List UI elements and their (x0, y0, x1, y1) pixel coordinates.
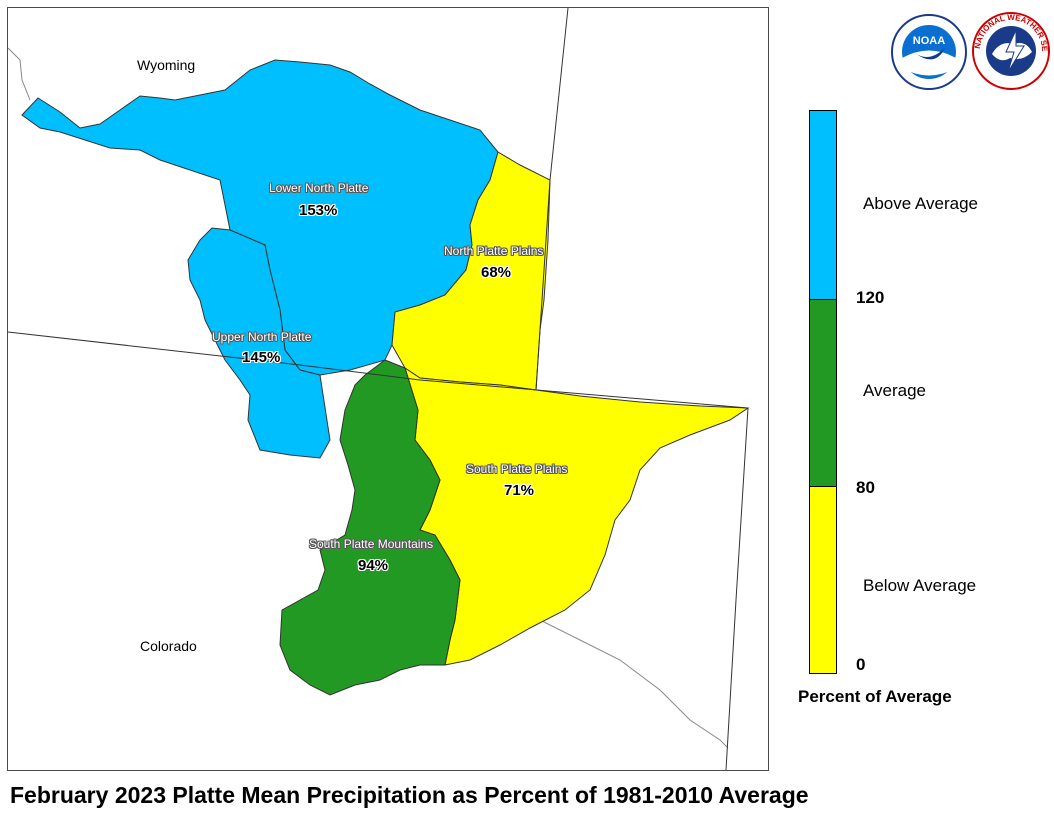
legend-bin-below (809, 486, 837, 674)
wyoming-colorado-border (7, 331, 749, 409)
page-title: February 2023 Platte Mean Precipitation … (10, 782, 809, 808)
nws-logo: NATIONAL WEATHER SERVICE (970, 10, 1050, 90)
state-label-wyoming: Wyoming (137, 57, 196, 73)
region-value-south-platte-plains: 71% (504, 482, 535, 499)
region-south-platte-mountains[interactable] (279, 359, 461, 696)
region-label-south-platte-mountains: South Platte Mountains (309, 537, 434, 551)
nebraska-border-north (535, 7, 569, 391)
river-line (539, 619, 729, 749)
region-value-south-platte-mountains: 94% (358, 557, 389, 574)
region-label-north-platte-plains: North Platte Plains (444, 244, 544, 258)
legend-tick-120: 120 (856, 288, 885, 307)
state-label-colorado: Colorado (140, 638, 197, 654)
legend-label-below: Below Average (863, 576, 977, 595)
legend-title: Percent of Average (798, 687, 952, 706)
legend-tick-80: 80 (856, 478, 875, 497)
region-label-lower-north-platte: Lower North Platte (269, 181, 369, 195)
region-label-upper-north-platte: Upper North Platte (212, 330, 312, 344)
legend-tick-0: 0 (856, 655, 866, 674)
legend-label-above: Above Average (863, 194, 978, 213)
region-south-platte-plains[interactable] (404, 366, 750, 666)
region-value-upper-north-platte: 145% (242, 349, 281, 366)
nebraska-border-south (725, 407, 749, 771)
noaa-logo-text: NOAA (913, 35, 945, 47)
region-label-south-platte-plains: South Platte Plains (466, 462, 568, 476)
legend-label-average: Average (863, 381, 927, 400)
region-value-lower-north-platte: 153% (299, 202, 338, 219)
legend-bin-above (809, 110, 837, 300)
river-line (7, 47, 31, 101)
region-value-north-platte-plains: 68% (481, 264, 512, 281)
region-upper-north-platte[interactable] (187, 227, 331, 459)
legend-bin-average (809, 299, 837, 487)
noaa-logo: NOAA (891, 14, 967, 90)
